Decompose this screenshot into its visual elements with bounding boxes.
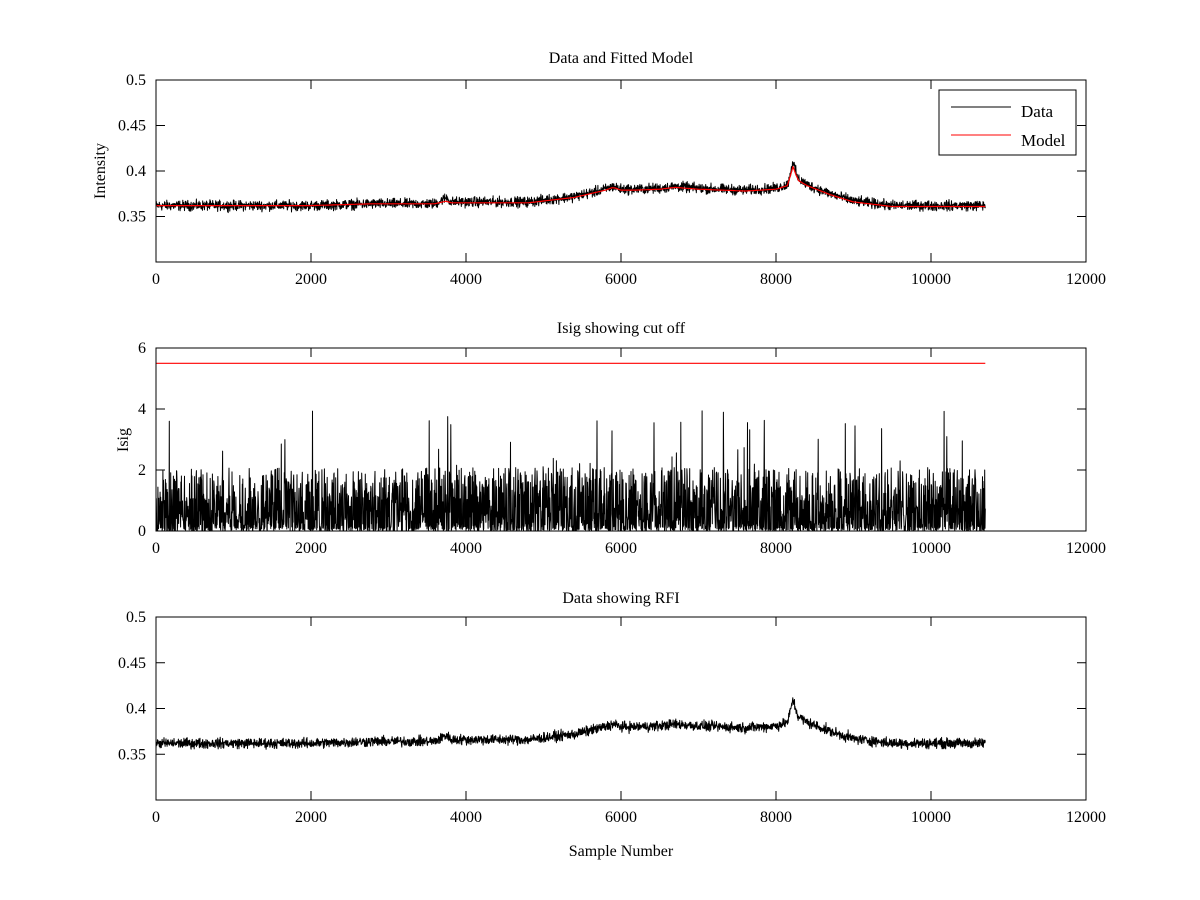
y-tick-label: 0.4 bbox=[126, 701, 146, 718]
x-tick-label: 2000 bbox=[295, 540, 327, 557]
y-tick-label: 0.35 bbox=[118, 209, 146, 226]
y-tick-label: 2 bbox=[138, 462, 146, 479]
subplot-1-title: Data and Fitted Model bbox=[549, 50, 694, 67]
x-tick-label: 10000 bbox=[911, 540, 951, 557]
subplot-3-series-signal-line bbox=[155, 697, 986, 750]
subplot-2-yticks: 0 2 4 6 bbox=[138, 340, 1086, 540]
x-tick-label: 12000 bbox=[1066, 809, 1106, 826]
subplot-1-xticks: 0 2000 4000 6000 8000 10000 12000 bbox=[152, 80, 1106, 288]
subplot-1-yticks: 0.35 0.4 0.45 0.5 bbox=[118, 72, 1086, 226]
legend-label-data: Data bbox=[1021, 102, 1054, 121]
y-tick-label: 6 bbox=[138, 340, 146, 357]
x-tick-label: 0 bbox=[152, 540, 160, 557]
subplot-2-series-signal-line bbox=[155, 410, 986, 532]
x-tick-label: 12000 bbox=[1066, 271, 1106, 288]
x-tick-label: 8000 bbox=[760, 540, 792, 557]
x-tick-label: 0 bbox=[152, 809, 160, 826]
y-tick-label: 0.45 bbox=[118, 655, 146, 672]
x-tick-label: 10000 bbox=[911, 271, 951, 288]
x-tick-label: 0 bbox=[152, 271, 160, 288]
y-tick-label: 0.5 bbox=[126, 609, 146, 626]
y-tick-label: 0.45 bbox=[118, 118, 146, 135]
subplot-isig-showing-cut-off: Isig showing cut off Isig 0 2000 4000 6000 8… bbox=[115, 320, 1106, 557]
legend-label-model: Model bbox=[1021, 131, 1066, 150]
x-tick-label: 6000 bbox=[605, 540, 637, 557]
x-tick-label: 8000 bbox=[760, 809, 792, 826]
x-tick-label: 2000 bbox=[295, 809, 327, 826]
subplot-data-and-fitted-model: Data and Fitted Model Intensity 0 2000 400… bbox=[92, 50, 1106, 288]
subplot-1-lines bbox=[155, 161, 986, 214]
subplot-2-ylabel: Isig bbox=[115, 428, 132, 452]
subplot-1-series-data-line bbox=[155, 161, 986, 214]
x-tick-label: 8000 bbox=[760, 271, 792, 288]
subplot-2-title: Isig showing cut off bbox=[557, 320, 686, 337]
x-tick-label: 4000 bbox=[450, 271, 482, 288]
x-tick-label: 12000 bbox=[1066, 540, 1106, 557]
subplot-1-series-model-line bbox=[156, 166, 986, 208]
subplot-2-lines bbox=[155, 362, 986, 532]
subplot-3-xticks: 0 2000 4000 6000 8000 10000 12000 bbox=[152, 617, 1106, 826]
y-tick-label: 0 bbox=[138, 523, 146, 540]
subplot-3-yticks: 0.35 0.4 0.45 0.5 bbox=[118, 609, 1086, 763]
x-tick-label: 4000 bbox=[450, 540, 482, 557]
x-tick-label: 2000 bbox=[295, 271, 327, 288]
subplot-3-lines bbox=[155, 697, 986, 750]
legend-box bbox=[938, 89, 1077, 156]
x-tick-label: 6000 bbox=[605, 271, 637, 288]
legend: Data Model bbox=[938, 89, 1077, 156]
subplot-data-showing-rfi: Data showing RFI 0 2000 4000 6000 8000 10000 1… bbox=[118, 590, 1106, 860]
y-tick-label: 0.35 bbox=[118, 746, 146, 763]
x-tick-label: 6000 bbox=[605, 809, 637, 826]
subplot-2-xticks: 0 2000 4000 6000 8000 10000 12000 bbox=[152, 348, 1106, 557]
subplot-3-xlabel: Sample Number bbox=[569, 843, 674, 860]
y-tick-label: 0.5 bbox=[126, 72, 146, 89]
subplot-1-ylabel: Intensity bbox=[92, 143, 109, 199]
y-tick-label: 0.4 bbox=[126, 163, 146, 180]
y-tick-label: 4 bbox=[138, 401, 146, 418]
subplot-3-title: Data showing RFI bbox=[562, 590, 679, 607]
x-tick-label: 4000 bbox=[450, 809, 482, 826]
x-tick-label: 10000 bbox=[911, 809, 951, 826]
